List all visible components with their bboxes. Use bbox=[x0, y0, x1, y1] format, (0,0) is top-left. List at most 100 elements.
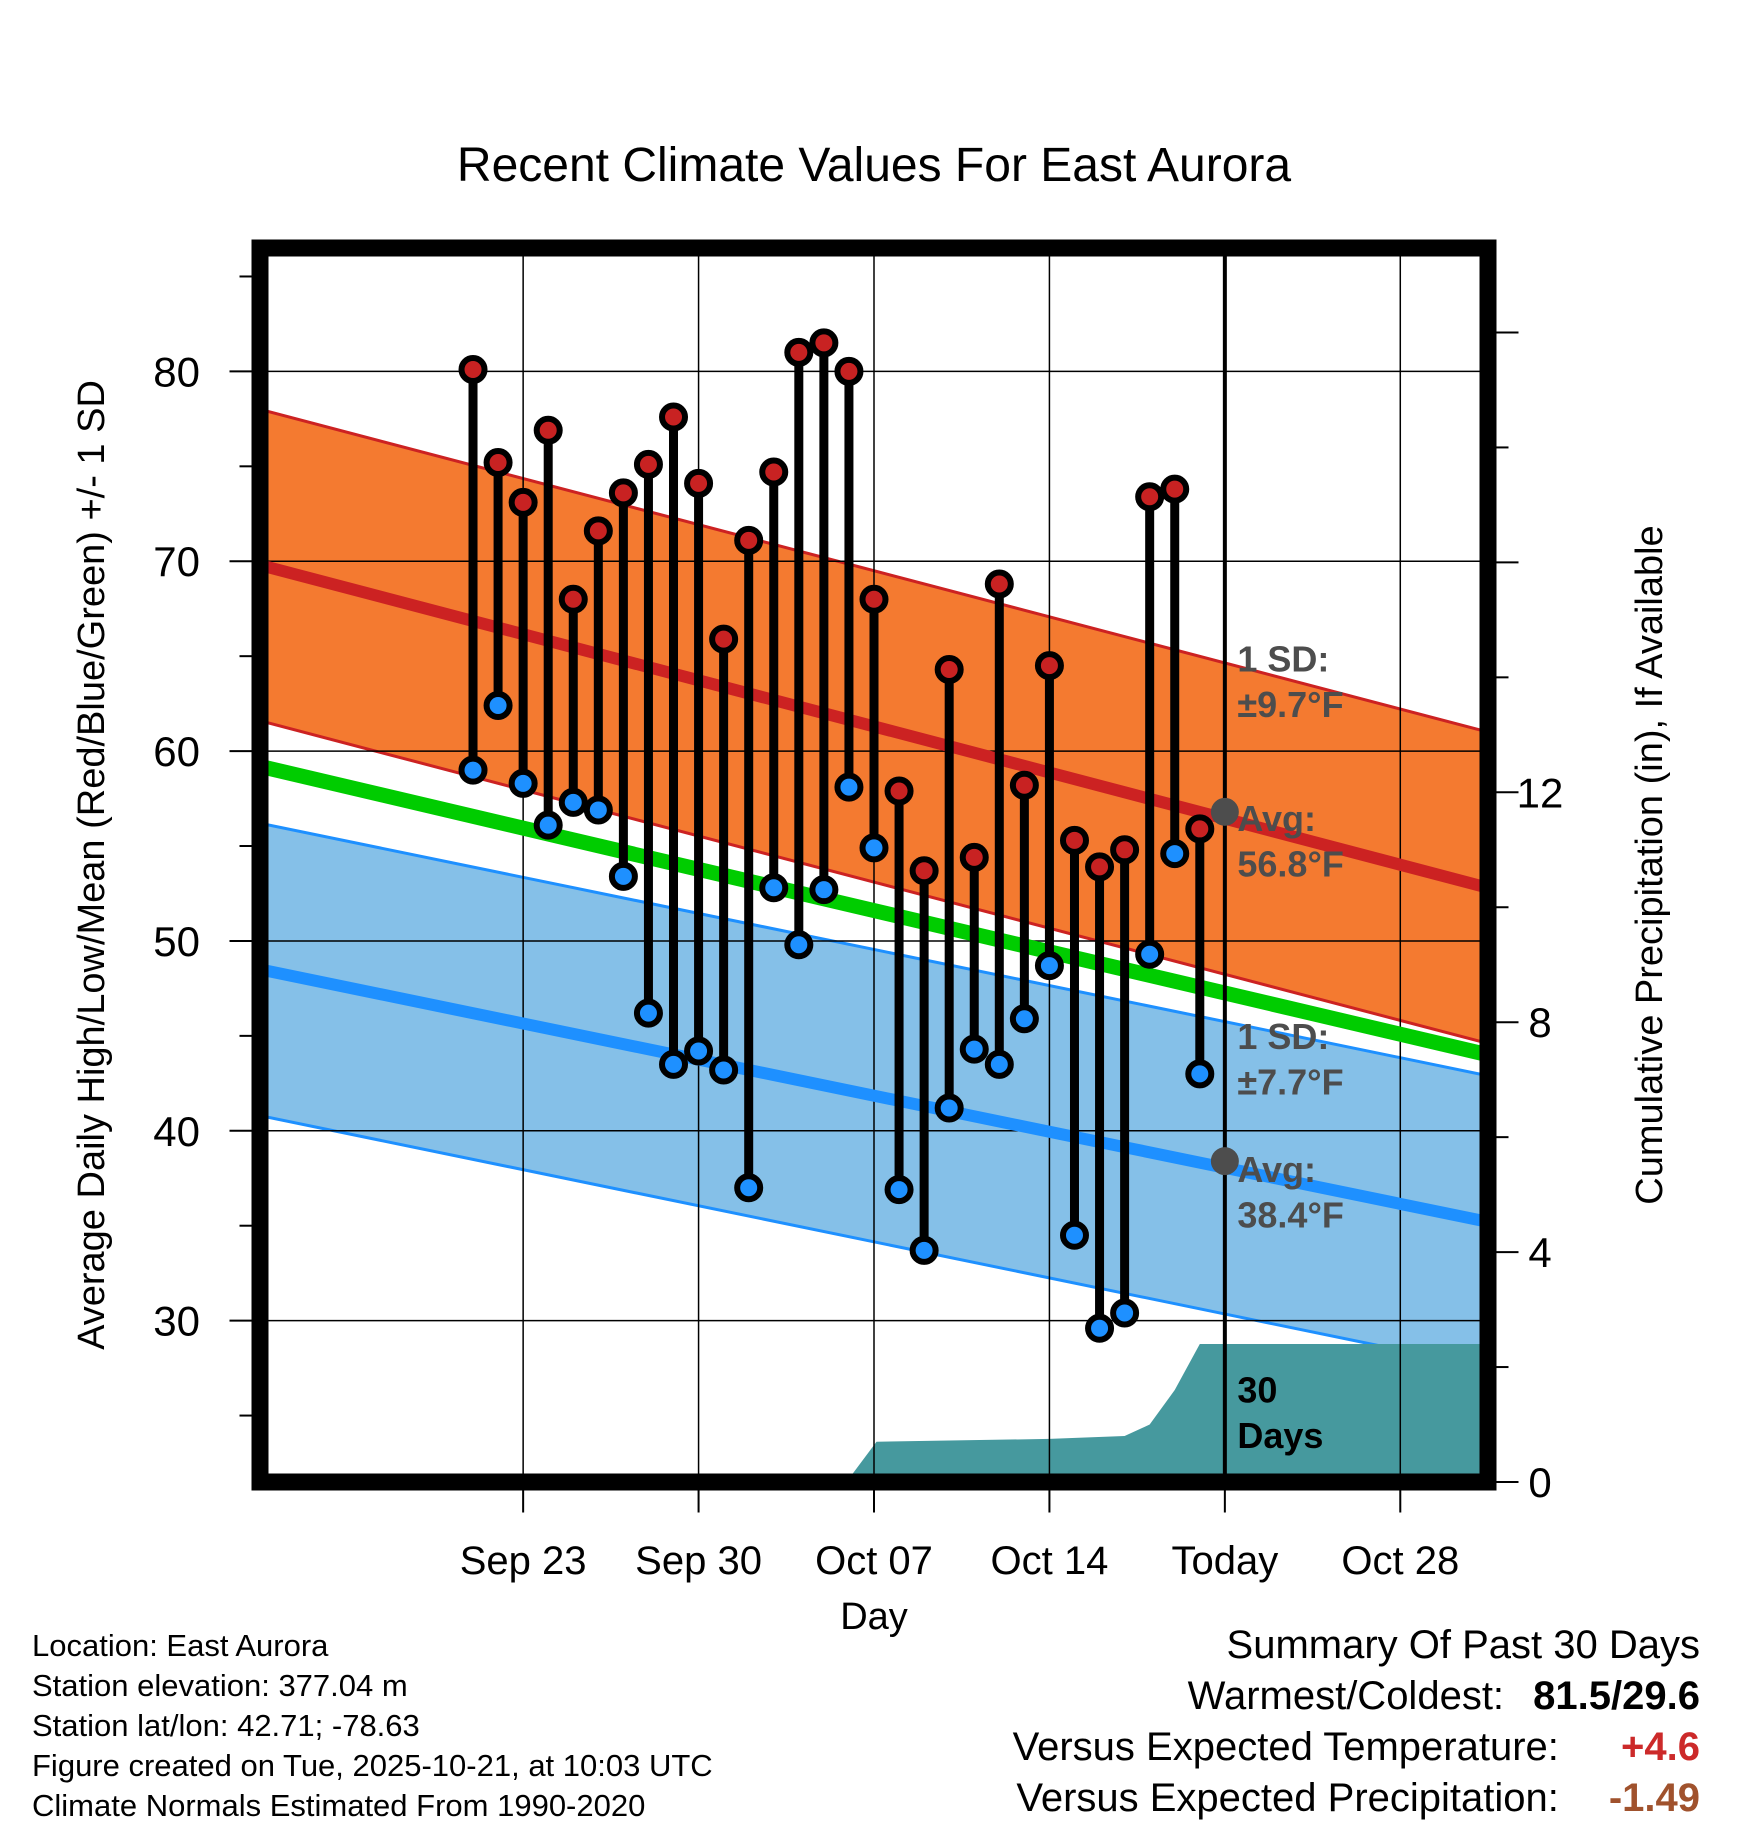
elevation-text: Station elevation: 377.04 m bbox=[32, 1668, 408, 1703]
normal-low-line bbox=[260, 963, 1488, 1228]
precipitation-area bbox=[260, 1344, 1488, 1482]
y-axis-label: Average Daily High/Low/Mean (Red/Blue/Gr… bbox=[71, 380, 113, 1350]
low-sd-label: 1 SD: bbox=[1237, 1016, 1329, 1057]
observed-high-point bbox=[759, 457, 789, 487]
observed-low-point bbox=[859, 833, 889, 863]
observed-low-point bbox=[608, 861, 638, 891]
precipitation-area-group bbox=[260, 1344, 1488, 1482]
days-label-number: 30 bbox=[1237, 1369, 1277, 1410]
x-tick-label: Today bbox=[1171, 1539, 1278, 1583]
observed-low-point bbox=[659, 1049, 689, 1079]
observed-high-point bbox=[884, 776, 914, 806]
observed-low-point bbox=[834, 772, 864, 802]
observed-values bbox=[458, 328, 1239, 1343]
observed-low-point bbox=[934, 1093, 964, 1123]
y2-axis-label: Cumulative Precipitation (in), If Availa… bbox=[1629, 525, 1671, 1204]
y-tick-label: 60 bbox=[153, 728, 200, 775]
observed-low-point bbox=[959, 1034, 989, 1064]
days-label-text: Days bbox=[1237, 1415, 1323, 1456]
plot-frame bbox=[251, 239, 1497, 1491]
high-sd-value: ±9.7°F bbox=[1237, 684, 1343, 725]
observed-low-point bbox=[533, 810, 563, 840]
high-avg-today-point bbox=[1210, 797, 1239, 826]
y-tick-label: 30 bbox=[153, 1298, 200, 1345]
observed-high-point bbox=[1185, 814, 1215, 844]
summary-panel: Summary Of Past 30 Days Warmest/Coldest:… bbox=[1013, 1620, 1700, 1824]
observed-high-point bbox=[984, 569, 1014, 599]
observed-high-point bbox=[834, 356, 864, 386]
observed-low-point bbox=[984, 1049, 1014, 1079]
observed-low-point bbox=[684, 1036, 714, 1066]
observed-high-point bbox=[583, 516, 613, 546]
normal-mean-line bbox=[260, 758, 1488, 1063]
y-tick-label: 80 bbox=[153, 348, 200, 395]
y-tick-label: 70 bbox=[153, 538, 200, 585]
observed-low-point bbox=[1059, 1220, 1089, 1250]
observed-low-point bbox=[1085, 1313, 1115, 1343]
observed-high-point bbox=[1135, 482, 1165, 512]
precip-value: -1.49 bbox=[1608, 1776, 1700, 1820]
y2-tick-label: 12 bbox=[1517, 769, 1564, 816]
y2-tick-label: 8 bbox=[1528, 999, 1551, 1046]
observed-low-point bbox=[558, 787, 588, 817]
y-tick-label: 40 bbox=[153, 1108, 200, 1155]
observed-high-point bbox=[533, 415, 563, 445]
observed-low-point bbox=[734, 1173, 764, 1203]
latlon-text: Station lat/lon: 42.71; -78.63 bbox=[32, 1708, 420, 1743]
created-text: Figure created on Tue, 2025-10-21, at 10… bbox=[32, 1748, 713, 1783]
x-tick-label: Sep 30 bbox=[635, 1539, 762, 1583]
observed-low-point bbox=[483, 691, 513, 721]
y2-tick-label: 0 bbox=[1528, 1459, 1551, 1506]
observed-high-point bbox=[709, 624, 739, 654]
station-info: Location: East Aurora Station elevation:… bbox=[32, 1626, 713, 1826]
observed-low-point bbox=[583, 795, 613, 825]
observed-high-point bbox=[608, 478, 638, 508]
x-tick-label: Oct 28 bbox=[1341, 1539, 1459, 1583]
observed-high-point bbox=[1009, 770, 1039, 800]
annotations: 1 SD: ±9.7°F Avg: 56.8°F 1 SD: ±7.7°F Av… bbox=[1237, 638, 1343, 1455]
observed-high-point bbox=[934, 654, 964, 684]
observed-high-point bbox=[959, 842, 989, 872]
high-avg-label: Avg: bbox=[1237, 798, 1316, 839]
warm-cold-label: Warmest/Coldest: bbox=[1187, 1674, 1505, 1718]
observed-low-point bbox=[1110, 1298, 1140, 1328]
observed-low-point bbox=[784, 930, 814, 960]
observed-high-point bbox=[859, 584, 889, 614]
temp-value: +4.6 bbox=[1621, 1725, 1700, 1769]
observed-high-point bbox=[1059, 825, 1089, 855]
observed-low-point bbox=[1034, 951, 1064, 981]
low-avg-label: Avg: bbox=[1237, 1149, 1316, 1190]
observed-high-point bbox=[458, 355, 488, 385]
precip-row: Versus Expected Precipitation: -1.49 bbox=[1013, 1773, 1700, 1824]
warm-cold-row: Warmest/Coldest: 81.5/29.6 bbox=[1013, 1671, 1700, 1722]
temp-row: Versus Expected Temperature: +4.6 bbox=[1013, 1722, 1700, 1773]
observed-low-point bbox=[1160, 839, 1190, 869]
chart-title: Recent Climate Values For East Aurora bbox=[457, 139, 1291, 192]
observed-high-point bbox=[483, 448, 513, 478]
observed-high-point bbox=[734, 525, 764, 555]
normals-text: Climate Normals Estimated From 1990-2020 bbox=[32, 1788, 646, 1823]
precip-label: Versus Expected Precipitation: bbox=[1016, 1776, 1559, 1820]
x-axis-label: Day bbox=[840, 1596, 908, 1638]
observed-high-point bbox=[1110, 835, 1140, 865]
observed-low-point bbox=[909, 1235, 939, 1265]
observed-high-point bbox=[508, 487, 538, 517]
observed-high-point bbox=[684, 468, 714, 498]
observed-low-point bbox=[508, 768, 538, 798]
observed-low-point bbox=[458, 755, 488, 785]
summary-title: Summary Of Past 30 Days bbox=[1226, 1623, 1700, 1667]
observed-high-point bbox=[1085, 852, 1115, 882]
observed-high-point bbox=[909, 856, 939, 886]
axes: 30 40 50 60 70 80 0 4 8 12 Sep 23 Sep 30 Oct 07 Oct 1… bbox=[153, 239, 1564, 1583]
observed-low-point bbox=[884, 1175, 914, 1205]
observed-low-point bbox=[1009, 1004, 1039, 1034]
x-tick-label: Oct 07 bbox=[815, 1539, 933, 1583]
y-tick-label: 50 bbox=[153, 918, 200, 965]
temp-label: Versus Expected Temperature: bbox=[1012, 1725, 1559, 1769]
observed-high-point bbox=[659, 402, 689, 432]
high-avg-value: 56.8°F bbox=[1237, 843, 1343, 884]
observed-high-point bbox=[1034, 651, 1064, 681]
warm-cold-value: 81.5/29.6 bbox=[1533, 1674, 1700, 1718]
observed-low-point bbox=[1185, 1059, 1215, 1089]
